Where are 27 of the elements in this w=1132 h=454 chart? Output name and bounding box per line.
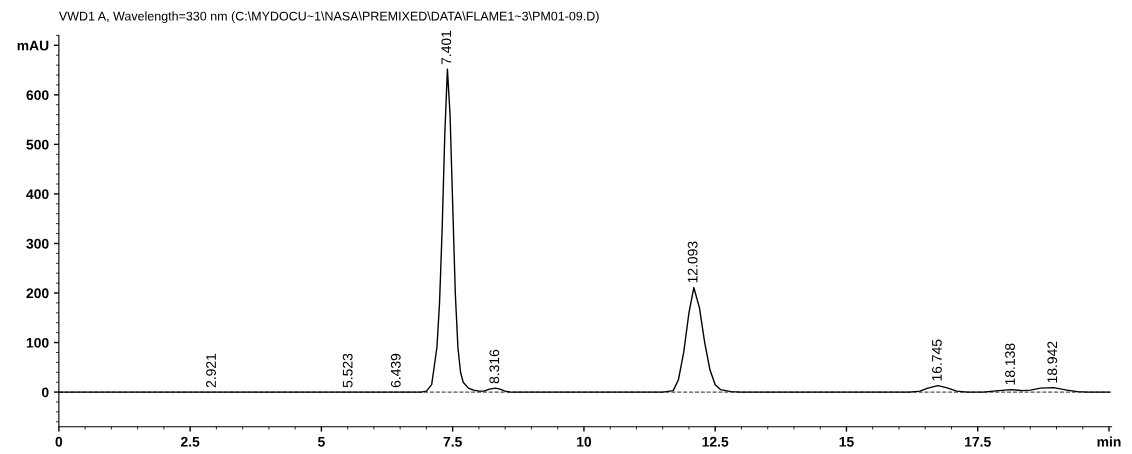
annotation: 6.439 bbox=[390, 353, 401, 388]
y-tick-label: 500 bbox=[26, 139, 49, 150]
annotation: 16.745 bbox=[931, 339, 942, 381]
x-tick-label: 10 bbox=[577, 436, 592, 447]
y-tick-label: 0 bbox=[41, 387, 49, 398]
annotation: 8.316 bbox=[489, 349, 500, 384]
x-tick-label: 15 bbox=[839, 436, 854, 447]
annotation: 18.138 bbox=[1005, 343, 1015, 385]
y-tick-label: 300 bbox=[26, 238, 49, 249]
annotation: 2.921 bbox=[206, 353, 216, 388]
annotation: 5.523 bbox=[342, 353, 353, 388]
x-tick-label: 5 bbox=[317, 436, 325, 447]
x-tick-label: 0 bbox=[55, 436, 63, 447]
y-tick-label: 100 bbox=[26, 337, 49, 348]
annotation: 7.401 bbox=[441, 30, 452, 65]
x-tick-label: 7.5 bbox=[443, 436, 462, 447]
chart-title: VWD1 A, Wavelength=330 nm (C:\MYDOCU~1\NASA\PREMIXED\DATA\FLAME1~3\PM01-09.D) bbox=[58, 11, 599, 23]
x-tick-label: 17.5 bbox=[965, 436, 991, 447]
x-tick-label: 2.5 bbox=[180, 436, 200, 447]
y-tick-label: 200 bbox=[26, 288, 49, 299]
annotation: 12.093 bbox=[687, 241, 698, 283]
x-tick-label: min bbox=[1097, 436, 1121, 447]
x-tick-label: 12.5 bbox=[702, 436, 729, 447]
annotation: 18.942 bbox=[1047, 341, 1058, 383]
y-tick-label: mAU bbox=[17, 40, 49, 51]
y-tick-label: 400 bbox=[26, 189, 49, 200]
y-tick-label: 600 bbox=[26, 90, 49, 101]
